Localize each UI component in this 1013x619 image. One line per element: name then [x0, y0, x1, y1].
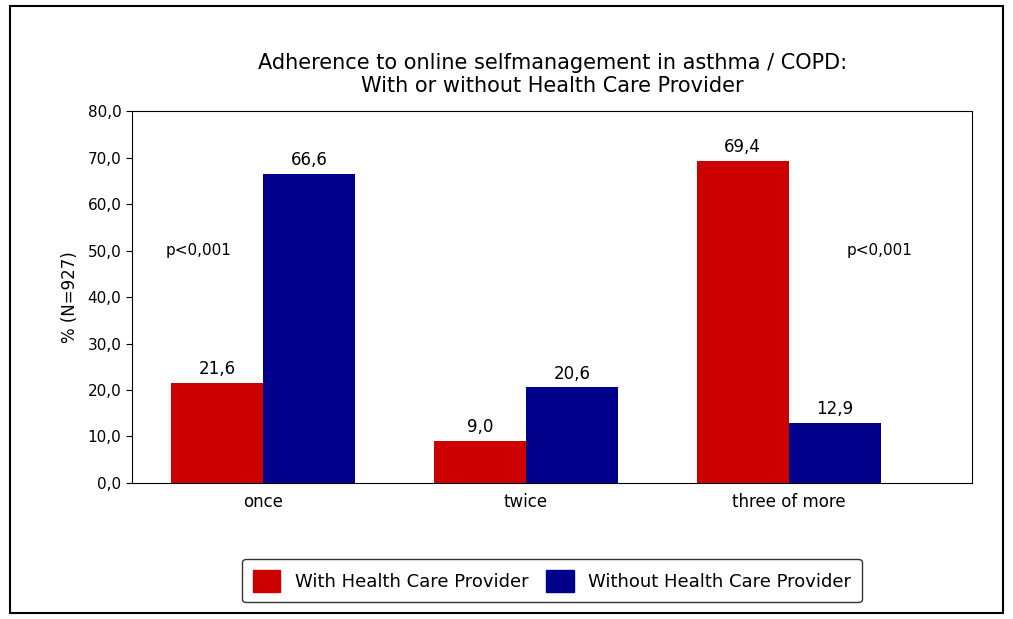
Text: 69,4: 69,4 [724, 138, 761, 156]
Legend: With Health Care Provider, Without Health Care Provider: With Health Care Provider, Without Healt… [242, 559, 862, 602]
Bar [171, 383, 263, 483]
Text: 12,9: 12,9 [816, 400, 853, 418]
Text: p<0,001: p<0,001 [847, 243, 913, 258]
Bar [263, 173, 355, 483]
Text: 21,6: 21,6 [199, 360, 236, 378]
Bar [434, 441, 526, 483]
Text: 9,0: 9,0 [467, 418, 493, 436]
Bar [697, 160, 788, 483]
Bar [526, 387, 618, 483]
Title: Adherence to online selfmanagement in asthma / COPD:
With or without Health Care: Adherence to online selfmanagement in as… [257, 53, 847, 96]
Bar [788, 423, 880, 483]
Text: p<0,001: p<0,001 [166, 243, 232, 258]
Text: 20,6: 20,6 [553, 365, 591, 383]
Text: 66,6: 66,6 [291, 151, 327, 169]
Y-axis label: % (N=927): % (N=927) [61, 251, 79, 343]
